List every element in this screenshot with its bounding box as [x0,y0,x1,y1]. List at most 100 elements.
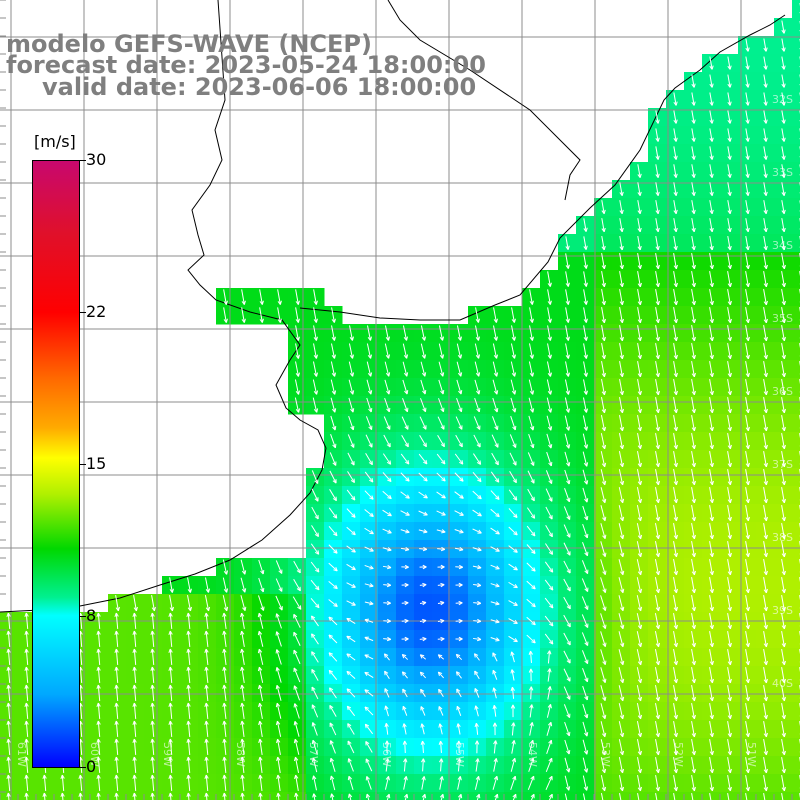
wind-arrow [384,740,390,754]
wind-cell [792,288,800,307]
wind-arrow [727,757,732,774]
wind-cell [126,792,145,800]
wind-arrow [419,654,427,660]
wind-arrow [257,612,264,629]
wind-arrow [310,579,320,591]
wind-arrow [401,600,409,606]
wind-arrow [727,307,732,324]
wind-arrow [545,757,553,772]
wind-arrow [781,92,786,106]
wind-arrow [223,307,228,323]
wind-arrow [601,200,606,215]
wind-arrow [328,544,338,554]
wind-arrow [582,793,586,800]
wind-arrow [313,289,318,305]
wind-arrow [582,542,589,557]
wind-arrow [727,361,732,378]
wind-arrow [365,416,373,431]
wind-arrow [546,451,553,467]
wind-cell [792,702,800,721]
wind-arrow [636,667,643,684]
wind-arrow [331,307,336,323]
wind-arrow [601,289,606,306]
wind-arrow [583,361,588,377]
wind-arrow [454,453,464,465]
wind-arrow [438,740,443,753]
wind-arrow [745,505,750,522]
wind-arrow [437,435,445,448]
wind-arrow [328,652,338,662]
wind-arrow [781,649,786,666]
wind-arrow [439,758,444,772]
wind-arrow [691,289,696,306]
wind-arrow [781,451,786,468]
wind-arrow [509,452,517,466]
wind-arrow [382,547,392,552]
wind-arrow [727,218,732,233]
wind-arrow [763,307,768,324]
wind-arrow [259,307,264,323]
wind-arrow [420,723,425,735]
longitude-label: 54W [526,742,539,767]
wind-arrow [222,738,227,756]
wind-arrow [727,289,732,306]
wind-arrow [527,488,535,502]
wind-arrow [763,343,768,360]
wind-cell [792,576,800,595]
wind-arrow [383,582,392,588]
wind-arrow [709,74,714,88]
wind-arrow [419,671,427,679]
wind-arrow [472,453,482,465]
wind-arrow [313,307,318,323]
wind-arrow [328,616,338,626]
wind-arrow [366,361,373,377]
wind-arrow [655,397,660,414]
wind-arrow [673,397,678,414]
wind-arrow [655,487,661,504]
longitude-label: 55W [453,742,466,767]
wind-arrow [187,577,192,593]
wind-cell [684,792,703,800]
wind-arrow [311,704,319,718]
wind-arrow [654,631,661,648]
wind-arrow [727,541,732,558]
wind-arrow [311,506,319,520]
wind-arrow [745,182,750,197]
wind-arrow [600,613,607,629]
wind-cell [198,792,217,800]
wind-arrow [546,361,552,377]
wind-arrow [581,560,589,575]
wind-arrow [781,56,786,70]
wind-cell [792,594,800,613]
wind-arrow [727,182,732,197]
wind-arrow [168,630,173,648]
wind-arrow [420,361,427,377]
wind-arrow [475,758,480,772]
wind-arrow [618,613,625,630]
wind-arrow [600,595,607,611]
wind-arrow [691,218,696,233]
wind-arrow [293,720,300,737]
colorbar [32,160,80,768]
wind-arrow [293,685,301,701]
wind-arrow [564,739,571,755]
wind-arrow [329,704,337,717]
wind-arrow [618,541,625,558]
wind-arrow [204,684,209,702]
wind-arrow [529,325,534,341]
wind-arrow [310,543,320,555]
wind-arrow [526,634,536,644]
wind-arrow [511,740,516,754]
wind-arrow [474,343,481,359]
wind-arrow [563,578,571,592]
wind-arrow [745,451,750,468]
wind-arrow [258,774,263,792]
wind-arrow [491,452,499,466]
colorbar-tickmark [80,464,86,465]
wind-arrow [654,649,661,666]
wind-arrow [601,218,606,233]
wind-arrow [745,541,750,558]
wind-arrow [401,653,409,660]
wind-arrow [508,600,518,606]
wind-arrow [709,505,714,522]
